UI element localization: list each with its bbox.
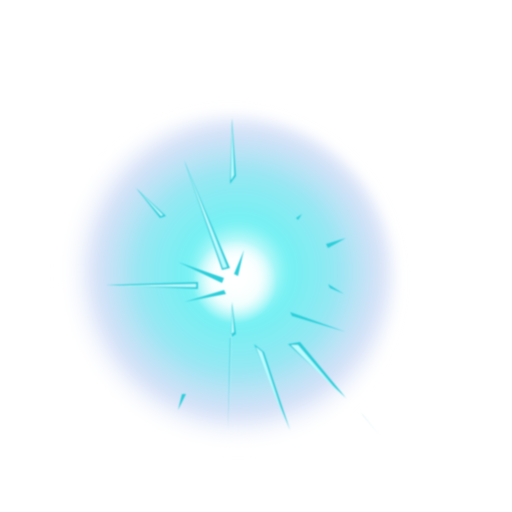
- ray-upper-left-long-core: [186, 165, 227, 268]
- ray-right-small-3: [328, 284, 344, 294]
- core-flash: [193, 240, 277, 324]
- ray-left-upper-small: [178, 262, 224, 283]
- energy-rays: [106, 118, 380, 436]
- ray-left-long-core: [110, 284, 196, 287]
- ray-lower-left-small: [178, 394, 186, 410]
- ray-lower-right-faint: [360, 412, 380, 436]
- ray-upper-left-short-core: [139, 191, 163, 216]
- ray-bottom-center: [228, 302, 236, 430]
- ray-bottom-center-core: [230, 306, 234, 425]
- ray-right-small-2: [326, 238, 346, 248]
- ray-top-core: [231, 122, 234, 180]
- ray-upper-left-long: [184, 160, 230, 270]
- ray-bottom-right-1-core: [256, 347, 286, 424]
- ray-bottom-right-2-core: [291, 345, 340, 394]
- ray-center-up: [234, 250, 244, 276]
- ray-left-lower-small: [184, 290, 226, 302]
- ray-right-speck: [296, 214, 302, 220]
- ray-right-small-1: [290, 312, 346, 332]
